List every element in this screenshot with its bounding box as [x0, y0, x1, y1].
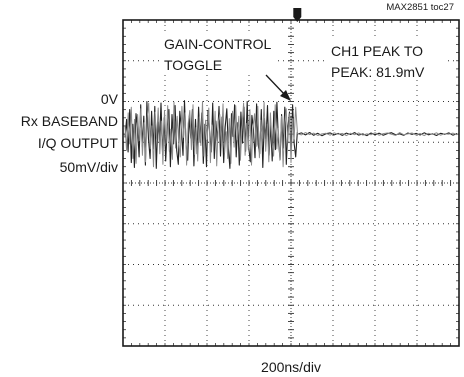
- trigger-marker-label: T: [295, 11, 300, 18]
- annotation-arrow-line: [265, 74, 287, 97]
- annotation-arrow-head-icon: [280, 90, 291, 101]
- channel-scale: 50mV/div: [60, 159, 118, 175]
- scope-grid: [122, 19, 460, 347]
- annotation-ptp-line1: CH1 PEAK TO: [331, 43, 423, 59]
- channel-zero-level: 0V: [101, 91, 119, 107]
- channel-label-line2: I/Q OUTPUT: [38, 135, 119, 151]
- scope-frame: [122, 19, 460, 347]
- channel-label-line1: Rx BASEBAND: [21, 113, 118, 129]
- annotation-gain-bg: [160, 33, 278, 73]
- figure-id: MAX2851 toc27: [386, 2, 454, 13]
- x-axis-timebase: 200ns/div: [261, 359, 321, 375]
- annotation-ptp-bg: [328, 38, 446, 80]
- trigger-marker-icon: T: [293, 8, 302, 22]
- annotation-gain-line1: GAIN-CONTROL: [164, 36, 272, 52]
- annotation-ptp-line2: PEAK: 81.9mV: [331, 64, 425, 80]
- trace-channel-q: [124, 101, 458, 168]
- annotation-gain-line2: TOGGLE: [164, 57, 222, 73]
- scope-traces: [124, 100, 458, 169]
